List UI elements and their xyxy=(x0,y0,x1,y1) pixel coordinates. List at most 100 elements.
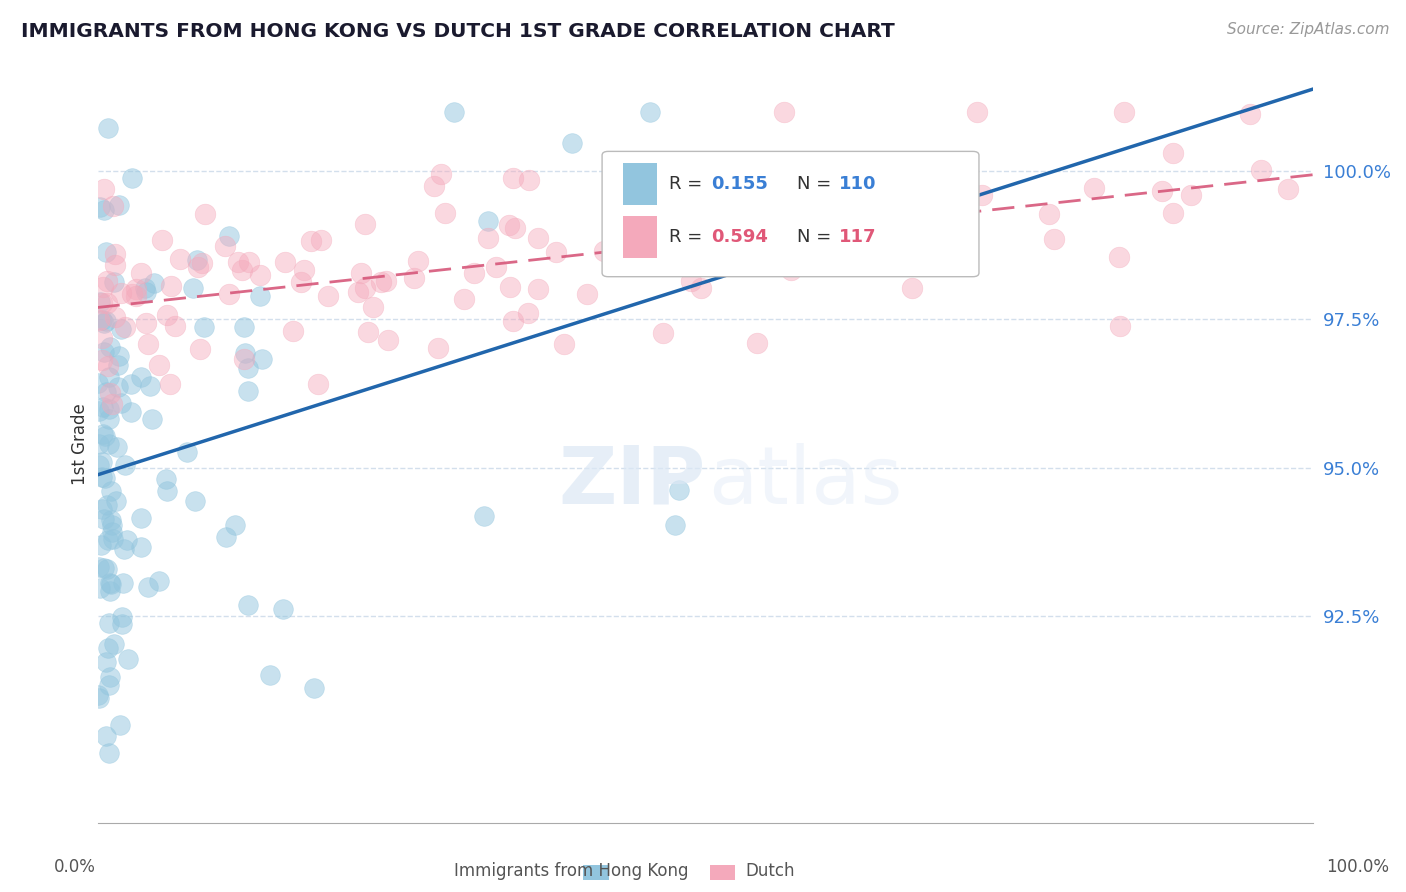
Point xyxy=(863,178,886,192)
Point xyxy=(183,493,205,508)
Point xyxy=(638,104,661,119)
Point xyxy=(114,319,136,334)
Point xyxy=(156,308,179,322)
Point xyxy=(236,599,259,613)
Point xyxy=(91,353,114,368)
Point xyxy=(370,275,392,289)
Point xyxy=(517,173,540,187)
Point xyxy=(98,583,121,598)
Point xyxy=(176,445,198,459)
Point xyxy=(91,455,114,469)
Point xyxy=(103,275,125,289)
Point xyxy=(214,239,236,253)
Point xyxy=(422,179,444,194)
Point xyxy=(236,361,259,376)
Point xyxy=(100,577,122,591)
Point xyxy=(316,288,339,302)
Point xyxy=(100,483,122,498)
Point xyxy=(93,317,115,331)
Text: N =: N = xyxy=(797,228,837,246)
Text: 0.155: 0.155 xyxy=(711,175,769,193)
Point xyxy=(553,336,575,351)
Point xyxy=(499,280,522,294)
Point xyxy=(97,746,120,760)
Point xyxy=(917,186,939,200)
Point xyxy=(1277,182,1299,196)
Point xyxy=(104,258,127,272)
Point xyxy=(1250,163,1272,178)
Point xyxy=(112,541,135,556)
Point xyxy=(155,472,177,486)
Point xyxy=(1180,187,1202,202)
Point xyxy=(773,258,796,272)
Point xyxy=(972,187,994,202)
Point xyxy=(273,601,295,615)
Point xyxy=(121,287,143,301)
Point xyxy=(90,470,112,484)
Point xyxy=(302,681,325,695)
Point xyxy=(780,247,803,261)
Point xyxy=(169,252,191,266)
Point xyxy=(1239,107,1261,121)
Point xyxy=(87,688,110,702)
Point xyxy=(120,405,142,419)
Point xyxy=(96,499,118,513)
Point xyxy=(575,287,598,301)
Point xyxy=(150,234,173,248)
Point xyxy=(100,513,122,527)
Point xyxy=(406,254,429,268)
Point xyxy=(238,384,260,399)
Point xyxy=(110,286,132,301)
Point xyxy=(215,530,238,544)
Point xyxy=(593,244,616,259)
Point xyxy=(745,211,768,226)
Y-axis label: 1st Grade: 1st Grade xyxy=(72,403,89,484)
Point xyxy=(139,378,162,392)
Point xyxy=(443,104,465,119)
Point xyxy=(350,267,373,281)
Point xyxy=(1114,104,1136,119)
Point xyxy=(105,440,128,454)
Text: Immigrants from Hong Kong: Immigrants from Hong Kong xyxy=(454,862,689,880)
Point xyxy=(97,359,120,374)
Point xyxy=(91,501,114,516)
Point xyxy=(98,678,121,692)
Point xyxy=(299,234,322,248)
Point xyxy=(901,281,924,295)
Point xyxy=(946,191,969,205)
Point xyxy=(93,561,115,575)
Point xyxy=(93,427,115,442)
Point xyxy=(231,262,253,277)
Point xyxy=(98,576,121,591)
Point xyxy=(103,199,125,213)
Point xyxy=(1161,206,1184,220)
Point xyxy=(453,292,475,306)
Point xyxy=(90,295,112,310)
Point xyxy=(290,276,312,290)
Point xyxy=(110,396,132,410)
Point xyxy=(377,333,399,347)
Point xyxy=(101,518,124,533)
Point xyxy=(354,217,377,231)
Point xyxy=(274,255,297,269)
Point xyxy=(1083,181,1105,195)
Point xyxy=(89,294,111,309)
Point xyxy=(935,204,957,219)
Point xyxy=(104,310,127,325)
Point xyxy=(1152,184,1174,198)
Point xyxy=(143,277,166,291)
Point xyxy=(546,244,568,259)
Point xyxy=(233,320,256,334)
Point xyxy=(103,247,125,261)
Point xyxy=(93,511,115,525)
Point xyxy=(134,281,156,295)
Point xyxy=(87,313,110,327)
Point xyxy=(773,104,796,119)
Point xyxy=(690,281,713,295)
Point xyxy=(249,268,271,282)
Point xyxy=(135,285,157,299)
Point xyxy=(96,296,118,310)
Point xyxy=(98,385,121,400)
Point xyxy=(354,281,377,295)
Point xyxy=(98,340,121,354)
